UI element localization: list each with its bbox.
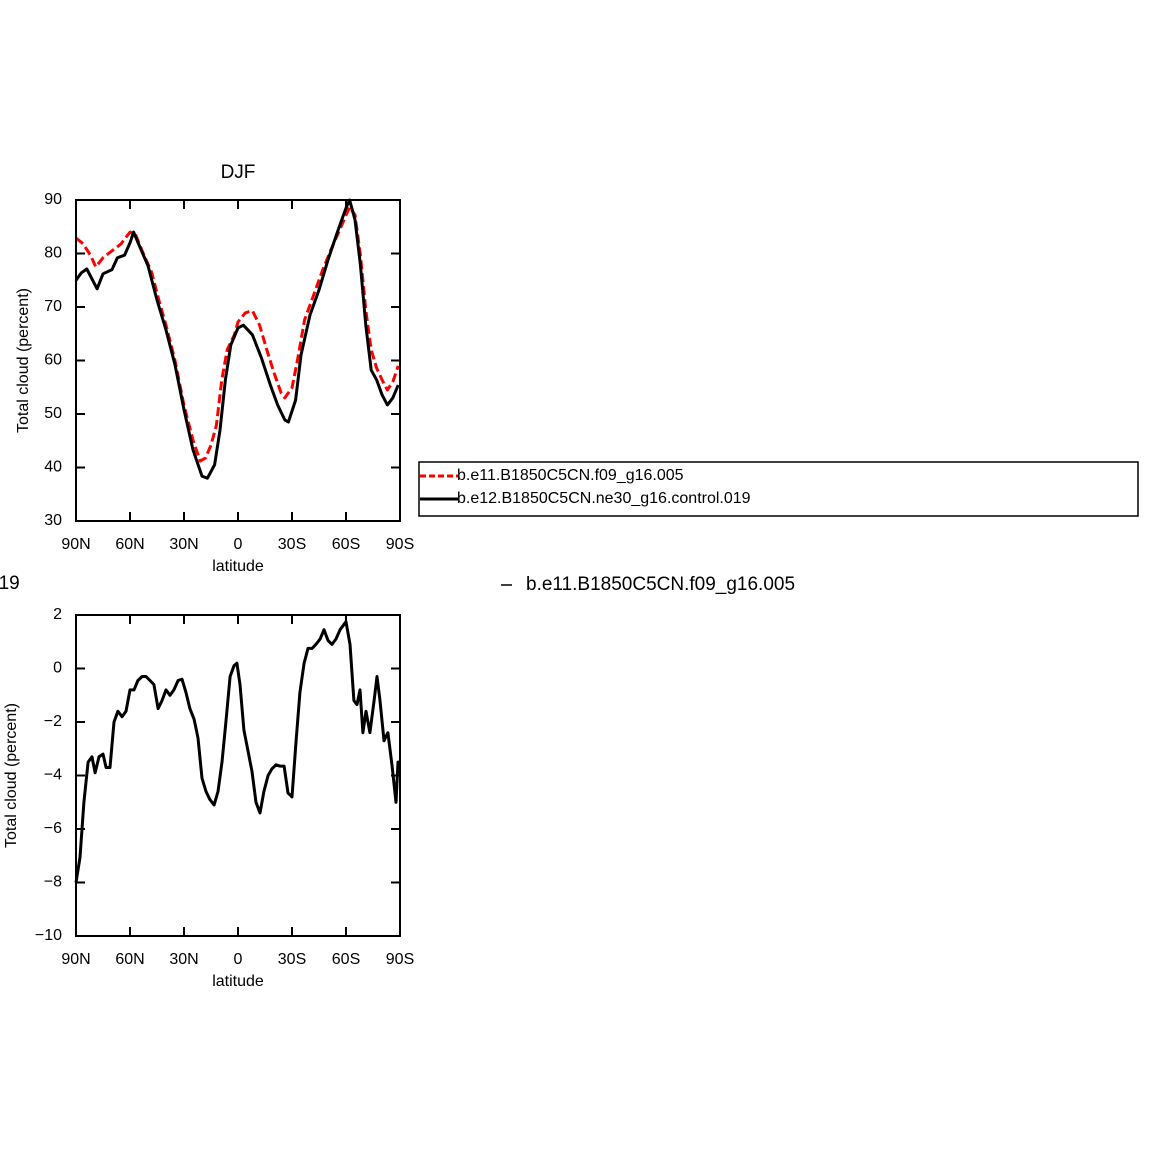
x-tick-label: 90N	[61, 951, 90, 968]
data-line	[74, 620, 400, 883]
y-tick-label: 30	[44, 512, 62, 529]
legend-box	[418, 461, 1139, 517]
x-tick-label: 90N	[61, 536, 90, 553]
x-tick-label: 60S	[332, 951, 360, 968]
y-tick-label: −10	[35, 927, 62, 944]
x-tick-label: 60S	[332, 536, 360, 553]
y-tick-label: 0	[53, 660, 62, 677]
x-tick-label: 30S	[278, 536, 306, 553]
y-tick-label: 80	[44, 245, 62, 262]
y-tick-label: −2	[44, 713, 62, 730]
y-tick-label: 40	[44, 459, 62, 476]
x-tick-label: 90S	[386, 536, 414, 553]
y-tick-label: 2	[53, 606, 62, 623]
annotation: 019	[0, 573, 20, 594]
data-line	[74, 198, 400, 480]
x-tick-label: 30N	[169, 951, 198, 968]
y-tick-label: −6	[44, 820, 62, 837]
x-tick-label: 60N	[115, 536, 144, 553]
x-tick-label: 0	[234, 951, 243, 968]
x-axis-label: latitude	[212, 558, 264, 575]
x-axis-label: latitude	[212, 973, 264, 990]
x-tick-label: 0	[234, 536, 243, 553]
x-tick-label: 30S	[278, 951, 306, 968]
y-tick-label: 60	[44, 352, 62, 369]
plot-frame	[75, 614, 401, 937]
y-axis-label: Total cloud (percent)	[15, 288, 32, 433]
data-line	[75, 205, 400, 463]
y-tick-label: −4	[44, 767, 62, 784]
legend-label: b.e11.B1850C5CN.f09_g16.005	[457, 467, 684, 484]
x-tick-label: 90S	[386, 951, 414, 968]
y-tick-label: −8	[44, 874, 62, 891]
annotation: b.e11.B1850C5CN.f09_g16.005	[526, 574, 795, 595]
chart-title: DJF	[221, 162, 256, 183]
y-tick-label: 70	[44, 298, 62, 315]
y-axis-label: Total cloud (percent)	[3, 703, 20, 848]
y-tick-label: 90	[44, 191, 62, 208]
x-tick-label: 60N	[115, 951, 144, 968]
legend-label: b.e12.B1850C5CN.ne30_g16.control.019	[457, 490, 751, 507]
x-tick-label: 30N	[169, 536, 198, 553]
plot-frame	[75, 199, 401, 522]
y-tick-label: 50	[44, 405, 62, 422]
